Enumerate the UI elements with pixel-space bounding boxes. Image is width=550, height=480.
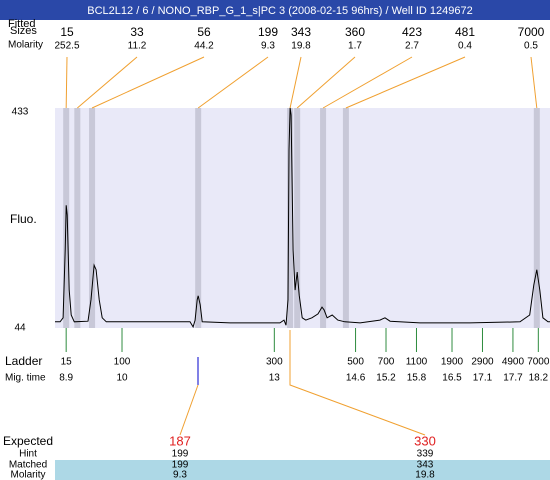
matched-size: 343 <box>417 460 434 471</box>
peak-band <box>89 108 96 328</box>
ladder-size: 2900 <box>471 357 494 368</box>
match-connector <box>179 384 199 436</box>
ladder-size: 700 <box>378 357 395 368</box>
row-label: Sizes <box>10 25 37 37</box>
peak-connector <box>289 56 302 109</box>
ladder-size: 1100 <box>406 357 428 368</box>
y-axis-label: Fluo. <box>10 212 37 226</box>
peak-size: 56 <box>197 25 211 39</box>
matched-molarity: 9.3 <box>173 470 187 480</box>
ladder-time: 8.9 <box>59 373 73 384</box>
ladder-time: 18.2 <box>529 373 549 384</box>
ladder-time: 14.6 <box>346 373 366 384</box>
row-label: Mig. time <box>5 373 46 384</box>
peak-band <box>287 108 294 328</box>
trace <box>55 107 550 329</box>
peak-size: 199 <box>258 25 278 39</box>
match-connector <box>289 330 426 436</box>
ladder-time: 13 <box>269 373 281 384</box>
peak-connector <box>345 56 466 109</box>
peak-connector <box>65 56 68 109</box>
hint-size: 199 <box>172 449 189 460</box>
peak-band <box>320 108 327 328</box>
peak-band <box>195 108 202 328</box>
peak-molarity: 252.5 <box>54 41 79 52</box>
matched-molarity: 19.8 <box>415 470 435 480</box>
row-label: Hint <box>19 449 37 460</box>
row-label: Molarity <box>10 470 45 480</box>
matched-rows-background <box>55 460 550 480</box>
peak-connector <box>530 56 538 109</box>
ladder-size: 500 <box>347 357 364 368</box>
ladder-size: 4900 <box>502 357 525 368</box>
matched-size: 199 <box>172 460 189 471</box>
peak-size: 7000 <box>518 25 545 39</box>
y-tick-label: 44 <box>14 323 26 334</box>
hint-size: 339 <box>417 449 434 460</box>
ladder-size: 7000 <box>527 357 550 368</box>
peak-connector <box>77 56 138 109</box>
ladder-size: 300 <box>266 357 283 368</box>
ladder-time: 10 <box>116 373 128 384</box>
peak-size: 343 <box>291 25 311 39</box>
peak-size: 33 <box>130 25 144 39</box>
ladder-size: 1900 <box>441 357 464 368</box>
row-label: Matched <box>9 460 47 471</box>
peak-molarity: 2.7 <box>405 41 419 52</box>
peak-connector <box>91 56 205 109</box>
expected-size: 330 <box>414 433 436 448</box>
ladder-size: 15 <box>61 357 73 368</box>
peak-connector <box>197 56 269 109</box>
ladder-time: 16.5 <box>442 373 462 384</box>
expected-size: 187 <box>169 433 191 448</box>
ladder-time: 17.1 <box>473 373 493 384</box>
peak-molarity: 0.5 <box>524 41 538 52</box>
row-label: Fitted <box>8 18 36 30</box>
peak-molarity: 0.4 <box>458 41 472 52</box>
peak-size: 423 <box>402 25 422 39</box>
plot-area <box>55 108 550 328</box>
peak-band <box>294 108 301 328</box>
ladder-time: 15.2 <box>376 373 396 384</box>
peak-band <box>533 108 540 328</box>
ladder-time: 17.7 <box>503 373 523 384</box>
peak-size: 360 <box>345 25 365 39</box>
ladder-time: 15.8 <box>407 373 427 384</box>
peak-molarity: 9.3 <box>261 41 275 52</box>
peak-band <box>74 108 81 328</box>
peak-molarity: 11.2 <box>128 41 147 52</box>
title: BCL2L12 / 6 / NONO_RBP_G_1_s|PC 3 (2008-… <box>87 5 472 17</box>
ladder-size: 100 <box>114 357 131 368</box>
peak-size: 481 <box>455 25 475 39</box>
row-label: Ladder <box>5 354 42 368</box>
row-label: Expected <box>3 434 53 448</box>
peak-molarity: 44.2 <box>194 41 214 52</box>
y-tick-label: 433 <box>12 107 29 118</box>
peak-band <box>342 108 349 328</box>
row-label: Molarity <box>8 40 43 51</box>
peak-size: 15 <box>60 25 74 39</box>
peak-molarity: 1.7 <box>348 41 362 52</box>
peak-connector <box>296 56 356 109</box>
title-bar <box>0 0 550 20</box>
peak-molarity: 19.8 <box>291 41 311 52</box>
peak-connector <box>322 56 413 109</box>
